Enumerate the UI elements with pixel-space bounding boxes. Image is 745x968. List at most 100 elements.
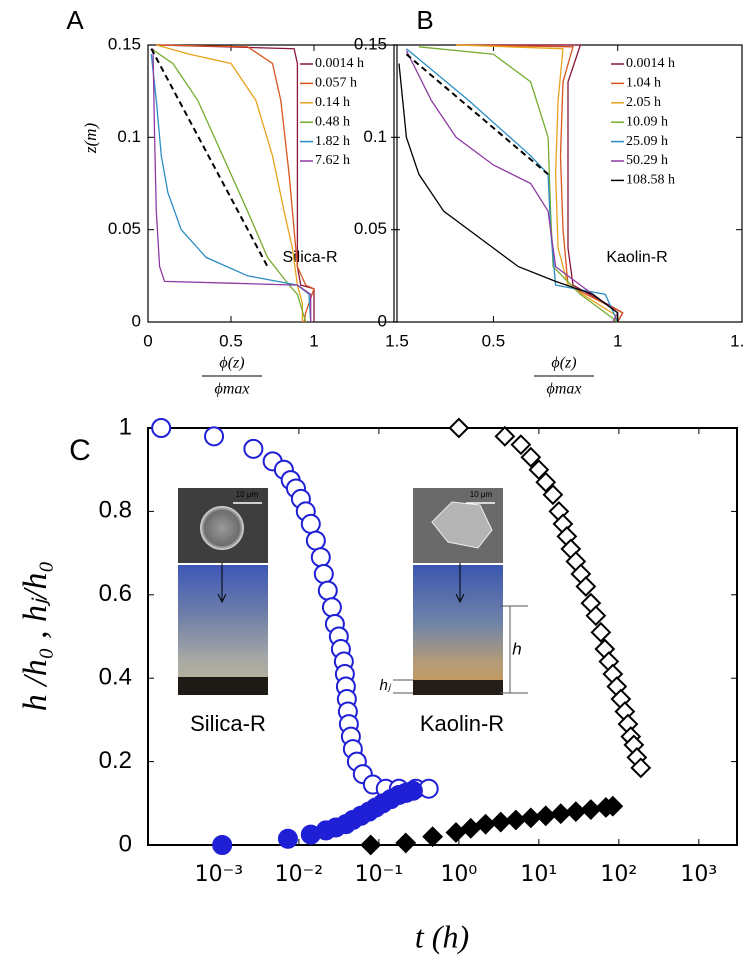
- data-point: [490, 811, 512, 833]
- legend-label: 1.82 h: [315, 134, 350, 149]
- annotation: Silica-R: [282, 249, 337, 266]
- data-line: [150, 48, 307, 323]
- x-tick-label: 1.5: [385, 331, 409, 350]
- data-point: [395, 832, 417, 854]
- data-line: [405, 50, 619, 323]
- x-tick-label: 10³: [680, 862, 717, 887]
- data-point: [520, 807, 542, 829]
- y-label: h /h₀ , hⱼ/h₀: [17, 561, 54, 711]
- legend-label: 2.05 h: [626, 95, 661, 110]
- legend-label: 0.057 h: [315, 76, 357, 91]
- data-point: [630, 757, 652, 779]
- particle: [200, 506, 244, 550]
- x-tick-label: 10⁻²: [275, 862, 323, 887]
- x-label-numerator: ϕ(z): [551, 355, 576, 372]
- y-tick-label: 0.05: [108, 219, 141, 238]
- y-tick-label: 0.4: [99, 664, 132, 691]
- data-point: [277, 828, 298, 849]
- data-point: [317, 580, 338, 601]
- data-point: [300, 513, 321, 534]
- data-point: [565, 801, 587, 823]
- arrow-head: [217, 593, 227, 604]
- annotation: Kaolin-R: [606, 249, 667, 266]
- legend-label: 0.14 h: [315, 95, 350, 110]
- fit-line: [405, 53, 549, 176]
- legend-label: 50.29 h: [626, 153, 668, 168]
- data-point: [575, 576, 597, 597]
- x-tick-label: 1: [309, 331, 318, 350]
- panel-label: C: [69, 434, 91, 467]
- legend-label: 10.09 h: [626, 114, 668, 129]
- y-label: z(m): [81, 123, 100, 155]
- data-point: [535, 471, 557, 493]
- y-tick-label: 0.05: [354, 219, 387, 238]
- x-tick-label: 10⁻¹: [355, 862, 403, 887]
- plot-frame: [147, 44, 398, 323]
- data-line: [152, 48, 312, 322]
- panel-label: A: [66, 5, 84, 35]
- data-point: [243, 438, 264, 459]
- annotation: 10 μm: [470, 490, 493, 499]
- data-line: [456, 44, 619, 323]
- data-point: [535, 805, 557, 827]
- y-tick-label: 0: [378, 311, 387, 330]
- annotation: Silica-R: [190, 711, 266, 736]
- y-tick-label: 0.1: [117, 127, 141, 146]
- data-line: [456, 44, 624, 323]
- data-point: [204, 426, 225, 447]
- inset-silica: [178, 488, 268, 695]
- sediment: [413, 680, 503, 695]
- legend-label: 0.48 h: [315, 114, 350, 129]
- fit-line: [150, 48, 269, 268]
- column-photo: [178, 565, 268, 677]
- x-tick-label: 0.5: [482, 331, 506, 350]
- data-point: [151, 418, 172, 438]
- y-tick-label: 0.15: [108, 34, 141, 53]
- data-line: [156, 44, 315, 322]
- y-tick-label: 0.1: [363, 127, 387, 146]
- data-point: [475, 813, 497, 835]
- data-point: [445, 822, 467, 843]
- legend-label: 25.09 h: [626, 134, 668, 149]
- annotation: hⱼ: [380, 677, 392, 694]
- y-tick-label: 1: [119, 413, 132, 440]
- x-tick-label: 0.5: [219, 331, 243, 350]
- data-point: [590, 621, 612, 643]
- x-tick-label: 10²: [600, 862, 637, 887]
- y-tick-label: 0: [119, 830, 132, 857]
- legend-label: 1.04 h: [626, 76, 661, 91]
- data-line: [405, 48, 619, 323]
- inset-kaolin: [393, 488, 528, 695]
- data-point: [402, 780, 423, 801]
- data-point: [542, 484, 564, 506]
- x-tick-label: 0: [143, 331, 152, 350]
- particle: [431, 501, 493, 549]
- y-tick-label: 0.6: [99, 580, 132, 607]
- x-tick-label: 10⁰: [440, 862, 477, 887]
- annotation: h: [512, 639, 521, 658]
- plot-frame: [147, 427, 738, 846]
- data-point: [520, 446, 542, 468]
- data-line: [156, 44, 304, 322]
- data-point: [510, 434, 532, 456]
- data-point: [321, 597, 342, 618]
- annotation: Kaolin-R: [420, 711, 504, 736]
- data-point: [494, 425, 516, 447]
- x-label: t (h): [415, 918, 469, 954]
- data-line: [398, 63, 619, 322]
- data-point: [580, 799, 602, 820]
- data-point: [505, 809, 527, 831]
- data-point: [305, 530, 326, 551]
- legend-label: 0.0014 h: [315, 56, 364, 71]
- x-tick-label: 10¹: [520, 862, 557, 887]
- data-line: [456, 44, 624, 323]
- y-tick-label: 0.2: [99, 747, 132, 774]
- data-point: [528, 459, 550, 481]
- sediment: [178, 677, 268, 695]
- arrow-head: [455, 593, 465, 604]
- data-point: [602, 795, 624, 817]
- data-point: [310, 547, 331, 568]
- data-point: [585, 605, 607, 627]
- y-tick-label: 0.15: [354, 34, 387, 53]
